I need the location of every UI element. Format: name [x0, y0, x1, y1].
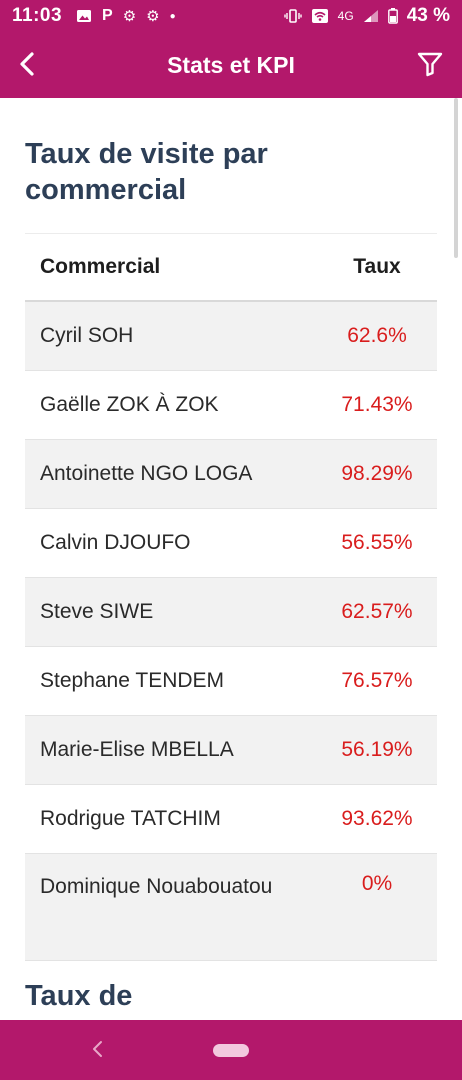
row-rate: 93.62% — [341, 807, 413, 830]
main-content[interactable]: Taux de visite par commercial Commercial… — [0, 98, 462, 1020]
gear-icon: ⚙ — [122, 8, 137, 25]
row-name: Stephane TENDEM — [40, 669, 225, 692]
dot-icon: ● — [169, 10, 176, 22]
image-icon — [77, 10, 92, 22]
chevron-left-icon — [20, 52, 34, 76]
table-row: Cyril SOH 62.6% — [25, 302, 437, 371]
p-icon: P — [102, 7, 113, 24]
nav-back-button[interactable] — [86, 1037, 108, 1061]
row-name: Calvin DJOUFO — [40, 531, 191, 554]
wifi-icon — [311, 9, 328, 23]
header-commercial: Commercial — [40, 255, 161, 278]
table-row: Marie-Elise MBELLA 56.19% — [25, 716, 437, 785]
status-bar: 11:03 P ⚙ ⚙ ● 4G 43 % — [0, 0, 462, 32]
page-title: Stats et KPI — [167, 51, 295, 78]
scrollbar[interactable] — [454, 98, 458, 258]
row-rate: 62.57% — [341, 600, 413, 623]
system-nav-bar — [0, 1020, 462, 1080]
signal-icon — [363, 10, 378, 22]
table-row: Antoinette NGO LOGA 98.29% — [25, 440, 437, 509]
status-time: 11:03 — [12, 5, 63, 26]
battery-percent: 43 % — [406, 5, 450, 26]
row-name: Antoinette NGO LOGA — [40, 462, 253, 485]
row-name: Gaëlle ZOK À ZOK — [40, 393, 219, 416]
filter-icon — [417, 52, 443, 77]
system-icons: 4G 43 % — [283, 5, 450, 27]
row-name: Steve SIWE — [40, 600, 154, 623]
notification-icons: P ⚙ ⚙ ● — [76, 7, 176, 25]
gear-icon: ⚙ — [146, 8, 160, 25]
visit-rate-table: Commercial Taux Cyril SOH 62.6% Gaëlle Z… — [25, 233, 437, 961]
row-rate: 76.57% — [341, 669, 413, 692]
row-rate: 56.55% — [341, 531, 413, 554]
network-type: 4G — [337, 9, 354, 23]
home-pill[interactable] — [213, 1044, 249, 1057]
back-button[interactable] — [12, 49, 42, 79]
chevron-left-icon — [93, 1041, 102, 1057]
row-rate: 56.19% — [341, 738, 413, 761]
next-section-title: Taux de — [25, 980, 133, 1012]
row-name: Cyril SOH — [40, 324, 134, 347]
row-rate: 0% — [361, 872, 393, 895]
table-row: Stephane TENDEM 76.57% — [25, 647, 437, 716]
row-name: Dominique Nouabouatou — [40, 875, 273, 898]
table-row: Dominique Nouabouatou 0% — [25, 854, 437, 961]
row-name: Rodrigue TATCHIM — [40, 807, 221, 830]
row-name: Marie-Elise MBELLA — [40, 738, 234, 761]
header-taux: Taux — [353, 255, 401, 278]
section-title: Taux de visite par commercial — [25, 138, 268, 206]
table-row: Gaëlle ZOK À ZOK 71.43% — [25, 371, 437, 440]
table-row: Steve SIWE 62.57% — [25, 578, 437, 647]
row-rate: 62.6% — [347, 324, 407, 347]
row-rate: 98.29% — [341, 462, 413, 485]
row-rate: 71.43% — [341, 393, 413, 416]
app-bar: Stats et KPI — [0, 32, 462, 98]
vibrate-icon — [283, 9, 302, 23]
table-header: Commercial Taux — [25, 234, 437, 302]
battery-icon — [387, 8, 398, 24]
table-row: Rodrigue TATCHIM 93.62% — [25, 785, 437, 854]
filter-button[interactable] — [416, 50, 444, 78]
table-row: Calvin DJOUFO 56.55% — [25, 509, 437, 578]
